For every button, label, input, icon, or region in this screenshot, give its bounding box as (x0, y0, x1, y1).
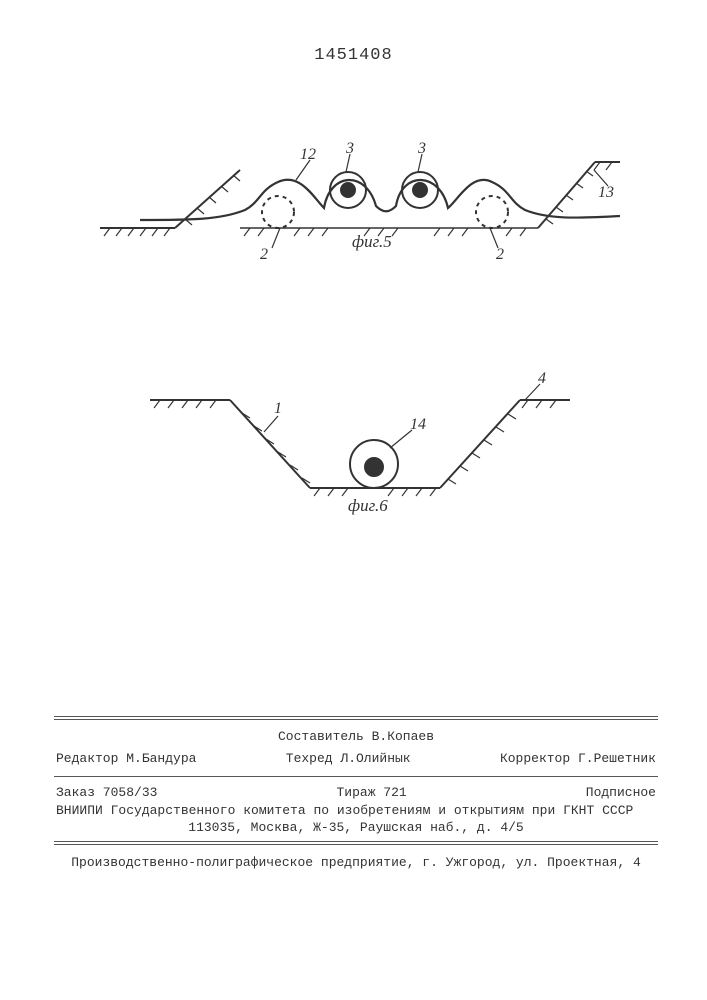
patent-number: 1451408 (0, 46, 707, 65)
callout-12: 12 (300, 146, 316, 164)
corrector: Корректор Г.Решетник (500, 750, 656, 768)
techred: Техред Л.Олийнык (286, 750, 411, 768)
subscription: Подписное (586, 784, 656, 802)
callout-2a: 2 (260, 246, 268, 264)
fig6-label: фиг.6 (348, 496, 388, 516)
order-number: Заказ 7058/33 (56, 784, 157, 802)
callout-3b: 3 (418, 140, 426, 158)
callout-1: 1 (274, 400, 282, 418)
rule-1a (54, 716, 658, 717)
callout-13: 13 (598, 184, 614, 202)
fig5-label: фиг.5 (352, 232, 392, 252)
callout-2b: 2 (496, 246, 504, 264)
figure-6: 1 4 14 фиг.6 (150, 360, 570, 535)
compiler-line: Составитель В.Копаев (56, 728, 656, 746)
callout-14: 14 (410, 416, 426, 434)
tirazh: Тираж 721 (336, 784, 406, 802)
footer-credits: Составитель В.Копаев Редактор М.Бандура … (56, 728, 656, 767)
rule-1b (54, 719, 658, 720)
figure-5: 12 3 3 13 2 2 фиг.5 (100, 130, 620, 285)
printer-line: Производственно-полиграфическое предприя… (71, 855, 641, 870)
callout-3a: 3 (346, 140, 354, 158)
vniipi-line: ВНИИПИ Государственного комитета по изоб… (56, 802, 656, 820)
rule-4a (54, 841, 658, 842)
footer-order: Заказ 7058/33 Тираж 721 Подписное ВНИИПИ… (56, 784, 656, 837)
rule-4b (54, 844, 658, 845)
callout-4: 4 (538, 370, 546, 388)
rule-2b (300, 776, 658, 777)
footer-printer: Производственно-полиграфическое предприя… (56, 854, 656, 872)
editor: Редактор М.Бандура (56, 750, 196, 768)
address-line: 113035, Москва, Ж-35, Раушская наб., д. … (56, 819, 656, 837)
